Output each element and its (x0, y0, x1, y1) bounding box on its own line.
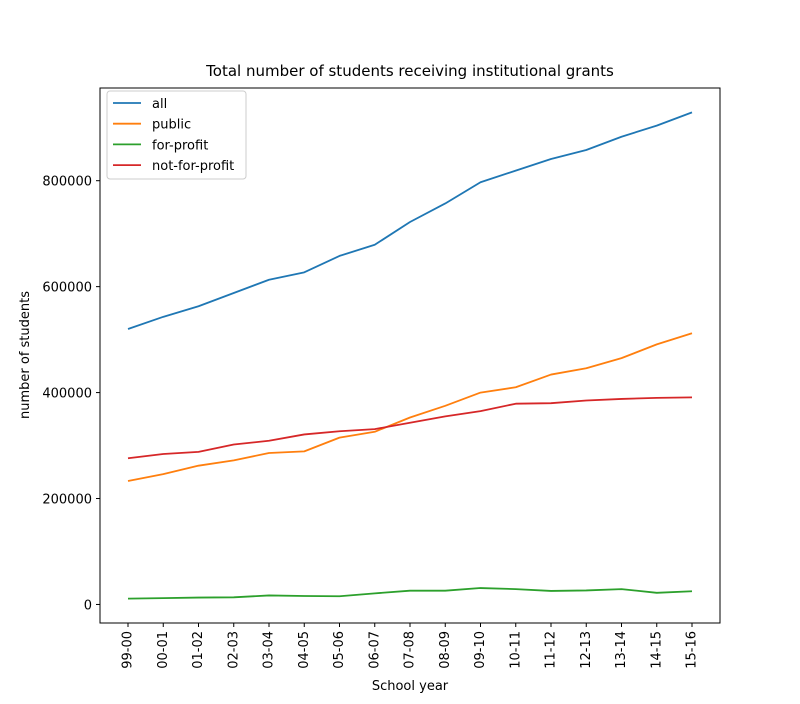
series-line-not-for-profit (127, 396, 693, 460)
chart-title: Total number of students receiving insti… (205, 62, 614, 80)
x-tick-label: 13-14 (614, 631, 629, 669)
x-tick-label: 00-01 (156, 631, 171, 669)
legend-label-public: public (152, 118, 191, 133)
y-axis: 0 200000 400000 600000 800000 (42, 175, 100, 613)
y-tick-label: 0 (84, 598, 92, 613)
y-tick-label: 600000 (42, 281, 92, 296)
legend-label-all: all (152, 97, 167, 112)
series-line-for-profit (127, 587, 693, 600)
x-tick-label: 09-10 (473, 631, 488, 669)
x-tick-label: 05-06 (332, 631, 347, 669)
series-line-all (127, 111, 693, 330)
x-tick-label: 99-00 (121, 631, 136, 669)
x-tick-label: 14-15 (649, 631, 664, 669)
x-tick-label: 08-09 (438, 631, 453, 669)
y-axis-label: number of students (18, 291, 33, 419)
x-tick-label: 12-13 (579, 631, 594, 669)
y-tick-label: 400000 (42, 387, 92, 402)
series-line-public (127, 332, 693, 482)
x-tick-label: 02-03 (226, 631, 241, 669)
x-axis: 99-00 00-01 01-02 02-03 03-04 04-05 05-06 06-07… (121, 623, 700, 669)
x-tick-label: 07-08 (403, 631, 418, 669)
x-tick-label: 15-16 (685, 631, 700, 669)
x-tick-label: 11-12 (544, 631, 559, 669)
legend-box (106, 90, 247, 180)
x-tick-label: 01-02 (191, 631, 206, 669)
series-layer (127, 111, 693, 600)
x-tick-label: 10-11 (508, 631, 523, 669)
legend-label-for-profit: for-profit (152, 138, 208, 153)
y-tick-label: 200000 (42, 493, 92, 508)
legend: all public for-profit not-for-profit (106, 90, 247, 180)
x-tick-label: 04-05 (297, 631, 312, 669)
x-axis-label: School year (372, 679, 449, 694)
x-tick-label: 06-07 (367, 631, 382, 669)
y-tick-label: 800000 (42, 175, 92, 190)
legend-label-not-for-profit: not-for-profit (152, 159, 234, 174)
x-tick-label: 03-04 (262, 631, 277, 669)
